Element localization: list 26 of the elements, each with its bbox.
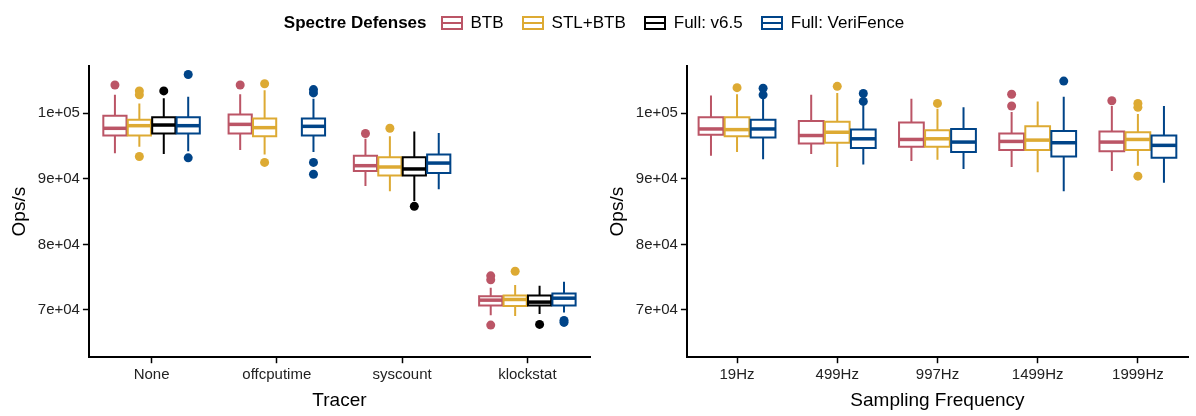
- x-axis-title: Sampling Frequency: [850, 388, 1026, 410]
- y-tick-label: 8e+04: [37, 234, 80, 252]
- x-tick-label: 1499Hz: [1011, 365, 1064, 383]
- legend-title: Spectre Defenses: [283, 13, 427, 33]
- y-tick-label: 7e+04: [37, 300, 80, 318]
- x-tick-label: 499Hz: [815, 365, 859, 383]
- y-axis-title: Ops/s: [7, 186, 29, 237]
- y-tick-label: 8e+04: [635, 234, 678, 252]
- legend-label: STL+BTB: [551, 13, 626, 33]
- x-tick-label: syscount: [372, 365, 433, 383]
- x-tick-label: offcputime: [242, 365, 312, 383]
- y-tick-label: 1e+05: [37, 103, 80, 121]
- y-tick-label: 7e+04: [635, 300, 678, 318]
- x-tick-label: 997Hz: [915, 365, 960, 383]
- y-tick-label: 9e+04: [37, 168, 80, 186]
- legend-label: Full: VeriFence: [790, 13, 905, 33]
- legend-label: BTB: [470, 13, 504, 33]
- x-tick-label: None: [133, 365, 170, 383]
- y-axis-title: Ops/s: [605, 186, 627, 237]
- x-axis-title: Tracer: [312, 388, 368, 410]
- legend-label: Full: v6.5: [673, 13, 743, 33]
- x-tick-label: klockstat: [498, 365, 558, 383]
- x-tick-label: 1999Hz: [1112, 365, 1164, 383]
- y-tick-label: 9e+04: [635, 168, 678, 186]
- y-tick-label: 1e+05: [635, 103, 678, 121]
- x-tick-label: 19Hz: [719, 365, 755, 383]
